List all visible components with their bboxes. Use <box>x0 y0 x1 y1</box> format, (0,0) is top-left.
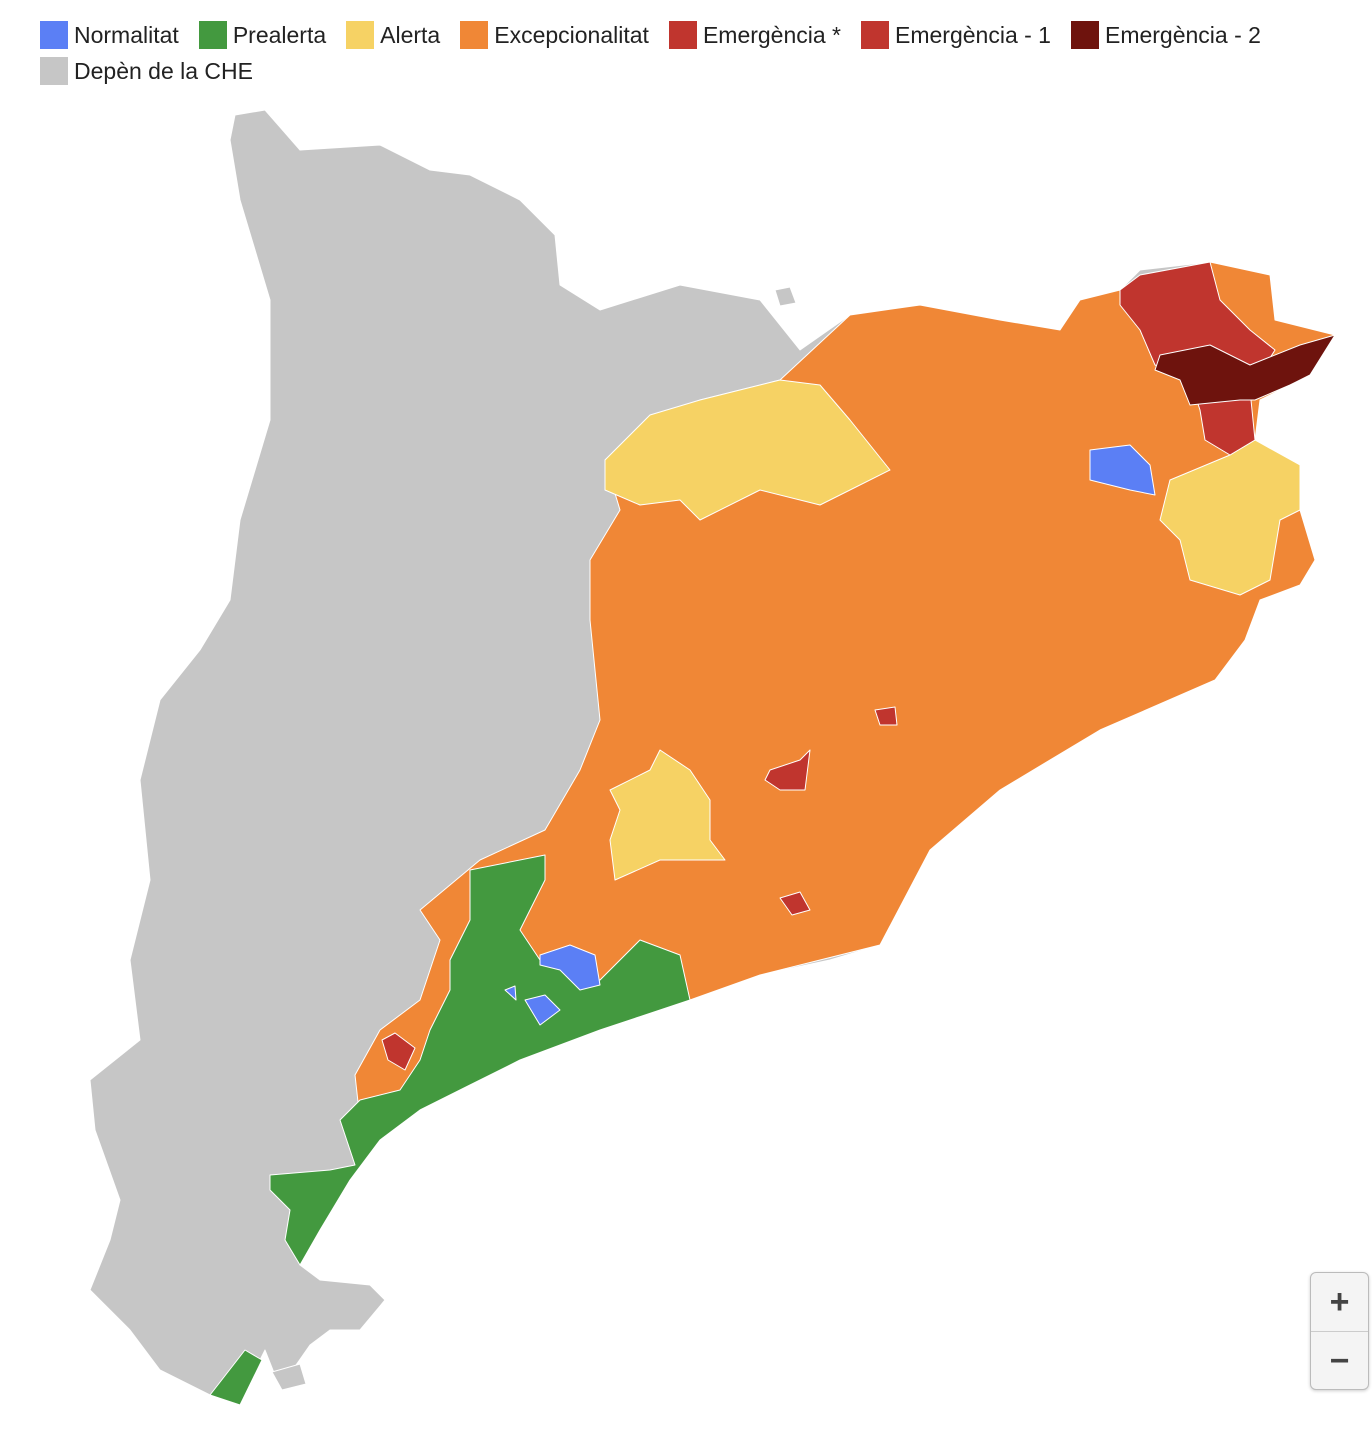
region <box>381 1032 416 1071</box>
region <box>539 944 601 991</box>
zoom-out-button[interactable]: − <box>1311 1331 1368 1389</box>
region <box>504 985 517 1001</box>
legend-label: Prealerta <box>232 21 327 48</box>
legend-label: Depèn de la CHE <box>74 57 253 84</box>
legend-label: Emergència * <box>702 21 842 48</box>
region <box>1089 444 1156 496</box>
legend-label: Emergència - 2 <box>1104 21 1261 48</box>
legend-label: Emergència - 1 <box>895 21 1051 48</box>
legend-swatch <box>346 21 375 49</box>
region <box>1154 334 1336 406</box>
region <box>774 286 797 307</box>
legend-swatch <box>1070 21 1099 49</box>
region <box>354 261 1336 1141</box>
legend-item: Emergència - 1 <box>861 20 1051 50</box>
legend-item: Prealerta <box>198 20 327 50</box>
region <box>269 854 691 1266</box>
region <box>524 994 561 1026</box>
legend-item: Excepcionalitat <box>460 20 649 50</box>
region <box>874 706 898 726</box>
region <box>209 1349 263 1406</box>
legend-swatch <box>668 21 697 49</box>
zoom-control: + − <box>1310 1272 1369 1390</box>
legend: Normalitat Prealerta Alerta Excepcionalitat… <box>40 20 1300 86</box>
region <box>609 749 726 881</box>
legend-label: Normalitat <box>74 21 179 48</box>
legend-item: Normalitat <box>40 20 179 50</box>
legend-label: Alerta <box>380 21 441 48</box>
legend-swatch <box>40 21 68 49</box>
zoom-in-button[interactable]: + <box>1329 1282 1350 1321</box>
legend-item: Emergència * <box>668 20 842 50</box>
legend-item: Emergència - 2 <box>1070 20 1261 50</box>
region <box>604 379 891 521</box>
legend-swatch <box>198 21 227 49</box>
region <box>271 1363 307 1391</box>
legend-label: Excepcionalitat <box>494 21 649 48</box>
legend-item: Alerta <box>346 20 440 50</box>
region <box>764 749 811 791</box>
legend-item: Depèn de la CHE <box>40 56 253 86</box>
legend-swatch <box>861 21 890 49</box>
legend-swatch <box>40 57 68 85</box>
region <box>779 891 811 916</box>
legend-swatch <box>460 21 489 49</box>
